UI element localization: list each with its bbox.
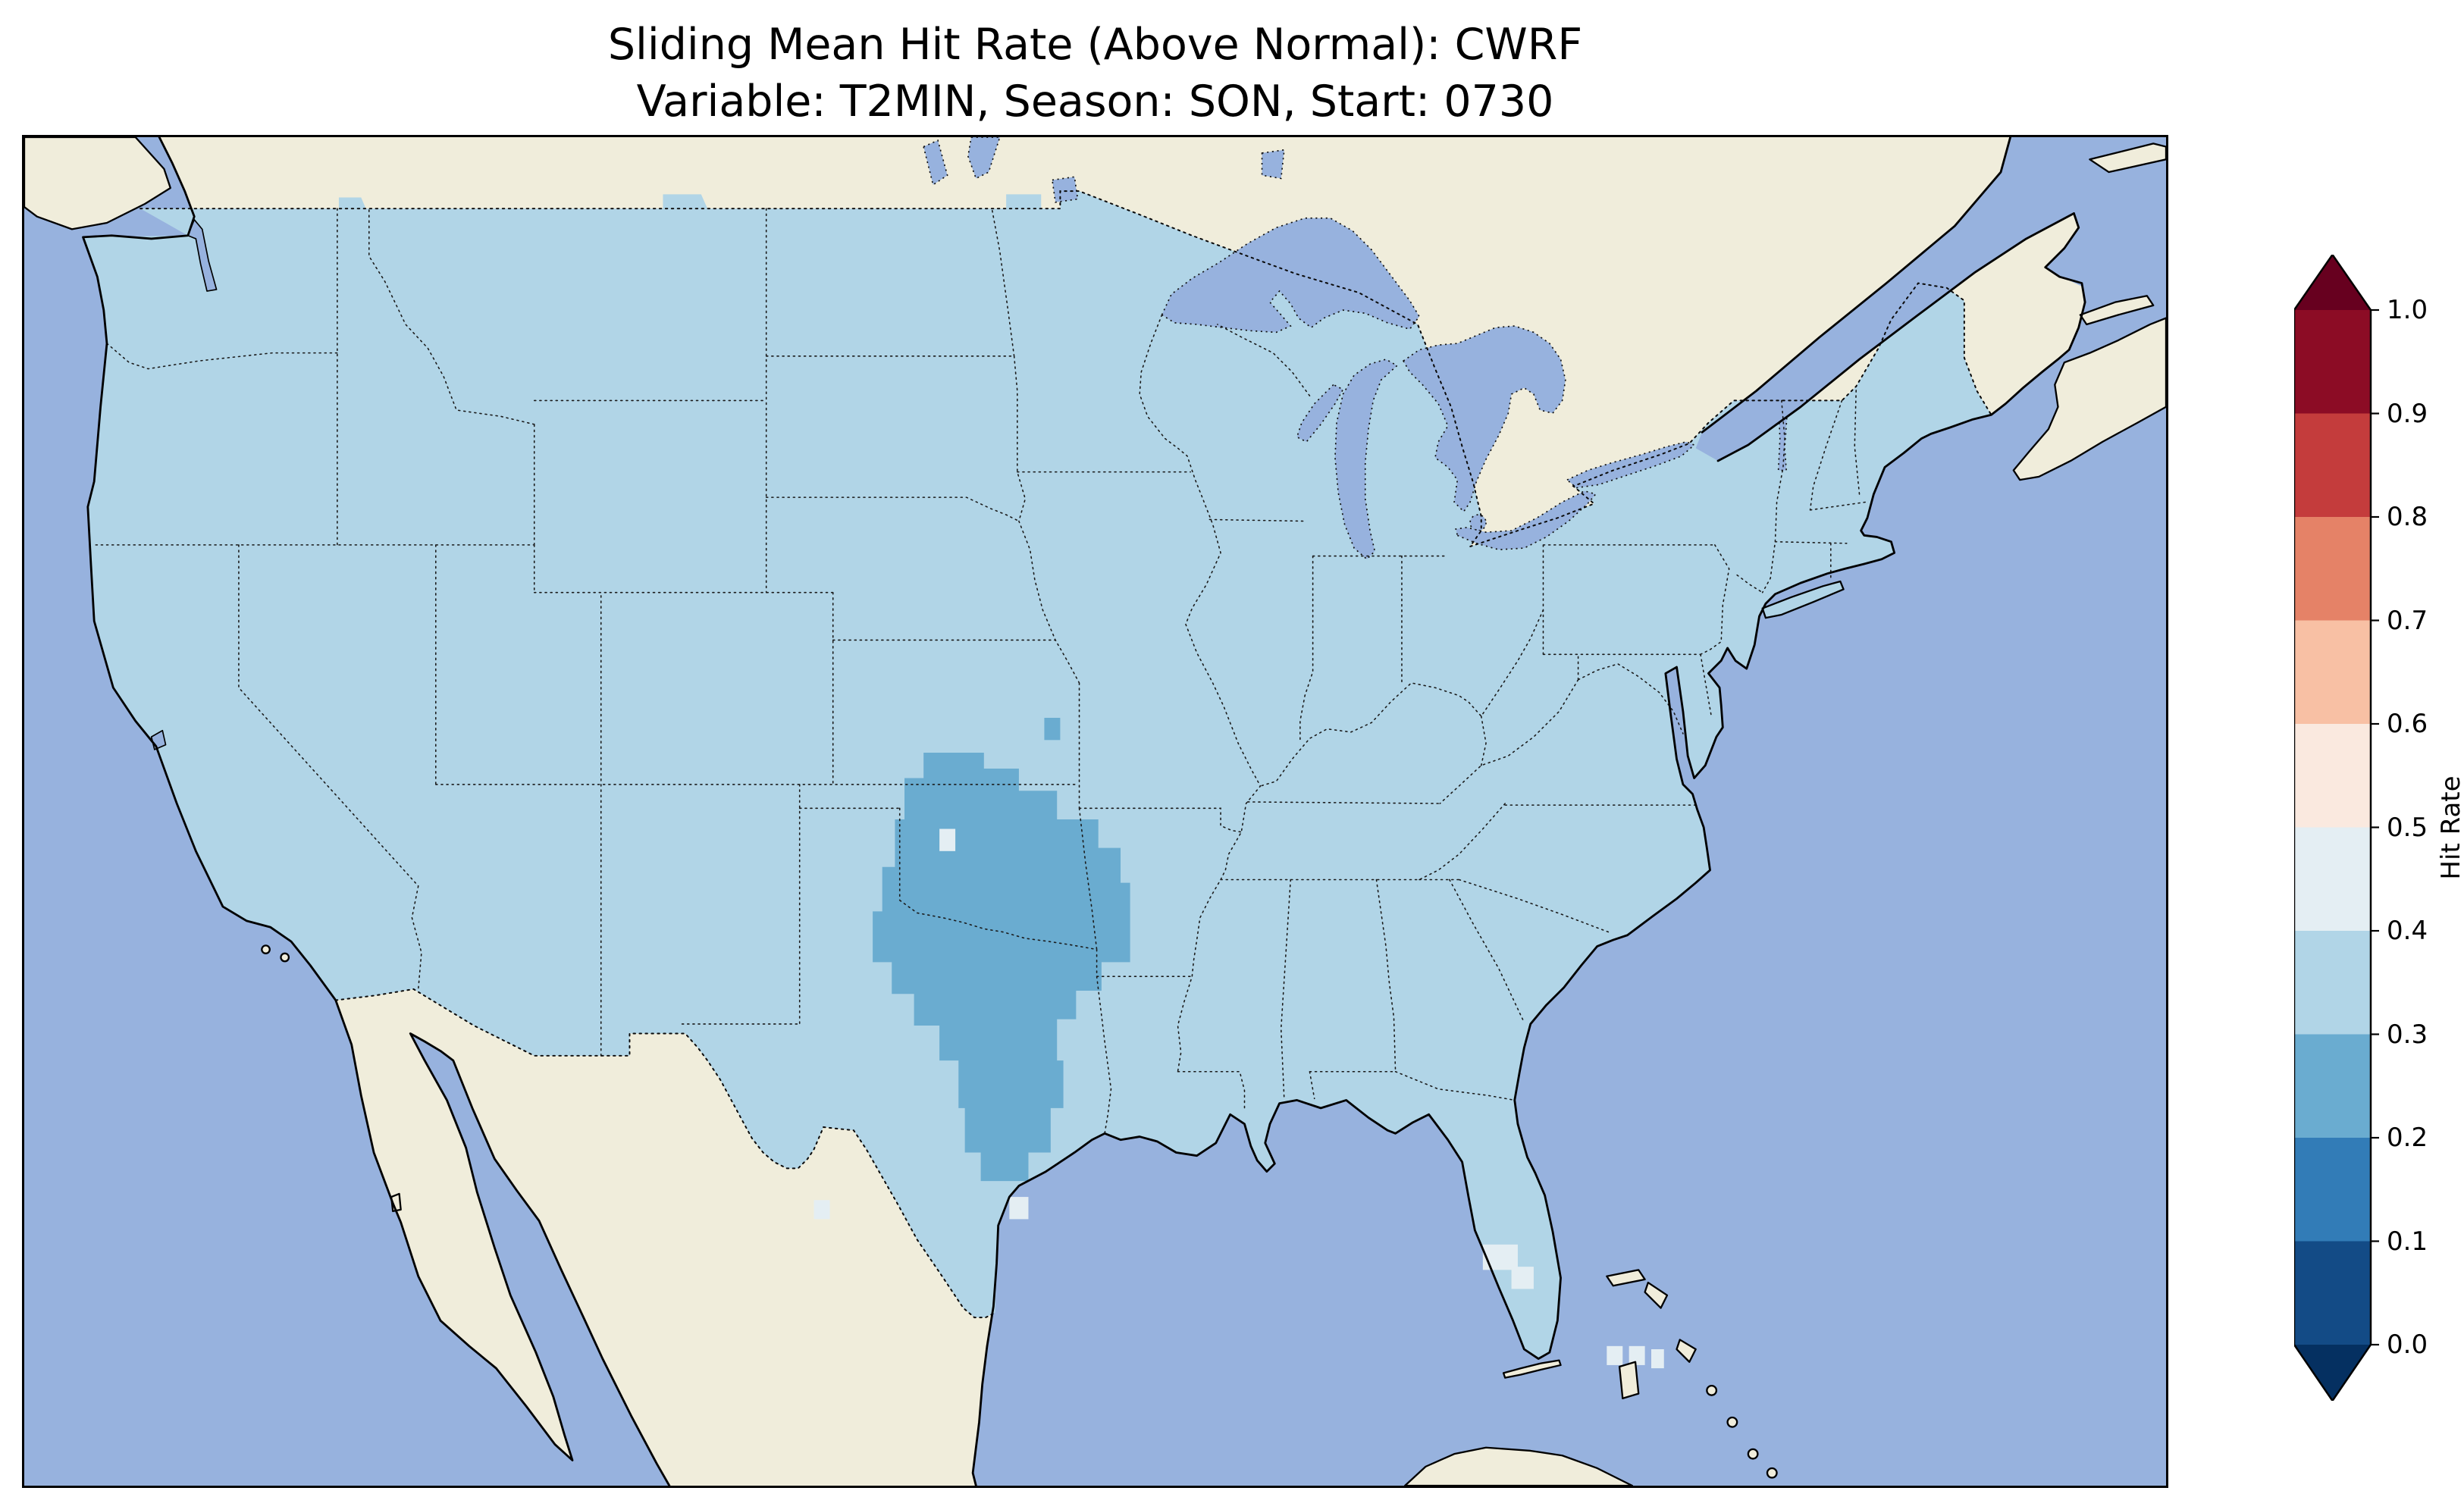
cuba [1404,1446,1633,1486]
colorbar-segment [2294,620,2371,724]
colorbar-tick-label: 1.0 [2387,295,2428,325]
colorbar-axis-label: Hit Rate [2436,775,2464,880]
colorbar-segment [2294,1138,2371,1242]
colorbar-tick-label: 0.2 [2387,1123,2428,1153]
colorbar-tick-label: 0.4 [2387,916,2428,946]
bahama-cay [1706,1384,1718,1396]
coastlines-group [82,137,2086,1486]
nova-scotia [2012,317,2166,481]
pale-cell [939,828,956,851]
st-lawrence-southeast-bank [1716,212,2075,462]
colorbar-tick-marks [2371,309,2379,1346]
colorbar-segment [2294,724,2371,828]
pale-cell [1511,1267,1534,1289]
colorbar-segments [2294,310,2371,1345]
green-bay [1296,384,1344,443]
low-stray-cell [1044,718,1061,741]
channel-island [280,952,290,963]
long-island [1761,580,1845,619]
lake-nipigon [1261,149,1285,180]
bahama-cay [1766,1467,1778,1479]
colorbar-tick-label: 0.3 [2387,1019,2428,1050]
lake-manitoba [923,139,948,186]
lake-michigan [1334,359,1399,560]
lake-erie [1455,490,1597,551]
colorbar: 1.0 0.9 0.8 0.7 0.6 0.5 0.4 0.3 0.2 0.1 … [2294,255,2464,1437]
canada-border [139,190,1992,548]
hit-rate-main-region [83,191,1992,1359]
map-axes [22,135,2168,1488]
bahama-cay [1726,1416,1738,1428]
lake-superior [1161,217,1421,334]
prince-edward-island [2079,295,2155,326]
islands-group [261,143,2166,1486]
anticosti-island [2089,143,2166,174]
colorbar-segment [2294,827,2371,931]
pale-cell [1607,1345,1623,1365]
figure-title: Sliding Mean Hit Rate (Above Normal): CW… [22,17,2168,130]
channel-island [261,944,271,954]
colorbar-tick-label: 0.6 [2387,709,2428,739]
lake-huron [1402,325,1566,513]
us-hit-rate-fill [83,191,1992,1359]
mainland-coastline [82,137,2086,1486]
colorbar-segment [2294,1241,2371,1345]
lakes-group [150,137,2166,750]
andros-island [1618,1361,1640,1400]
pale-cell [1009,1197,1029,1220]
mexico-border [334,988,996,1319]
colorbar-segment [2294,310,2371,414]
low-patch-polygon [873,753,1130,1182]
grand-bahama [1606,1269,1646,1287]
figure-title-line2: Variable: T2MIN, Season: SON, Start: 073… [636,77,1554,127]
colorbar-tick-label: 0.8 [2387,502,2428,532]
colorbar-segment [2294,931,2371,1035]
abaco-island [1644,1281,1669,1309]
colorbar-canvas [2294,255,2379,1401]
puget-sound [187,218,218,292]
st-lawrence-and-gulf [1695,137,2166,461]
florida-keys [1502,1359,1562,1379]
colorbar-segment [2294,517,2371,621]
vancouver-island [24,137,171,230]
state-borders [95,208,1867,1135]
figure-title-line1: Sliding Mean Hit Rate (Above Normal): CW… [607,20,1583,70]
colorbar-tick-label: 0.9 [2387,398,2428,429]
colorbar-tick-label: 0.5 [2387,812,2428,843]
hit-rate-low-patch [873,718,1130,1182]
bahama-cay [1747,1448,1759,1460]
lake-st-clair [1469,514,1487,531]
eleuthera-island [1676,1339,1697,1363]
colorbar-tick-label: 0.0 [2387,1330,2428,1360]
colorbar-segment [2294,1034,2371,1138]
colorbar-extend-under-triangle [2294,1345,2371,1401]
lake-winnipeg-tip [967,137,1001,180]
colorbar-tick-label: 0.7 [2387,605,2428,636]
lake-of-the-woods [1051,176,1079,203]
st-lawrence-northwest-bank [1701,137,2012,434]
pale-cell [1482,1244,1518,1270]
conus-map-canvas [24,137,2166,1486]
pale-cell [1629,1345,1645,1365]
colorbar-segment [2294,413,2371,517]
colorbar-tick-label: 0.1 [2387,1226,2428,1257]
colorbar-extend-over-triangle [2294,255,2371,310]
pale-cell [813,1200,830,1220]
pale-cell [1651,1349,1664,1369]
